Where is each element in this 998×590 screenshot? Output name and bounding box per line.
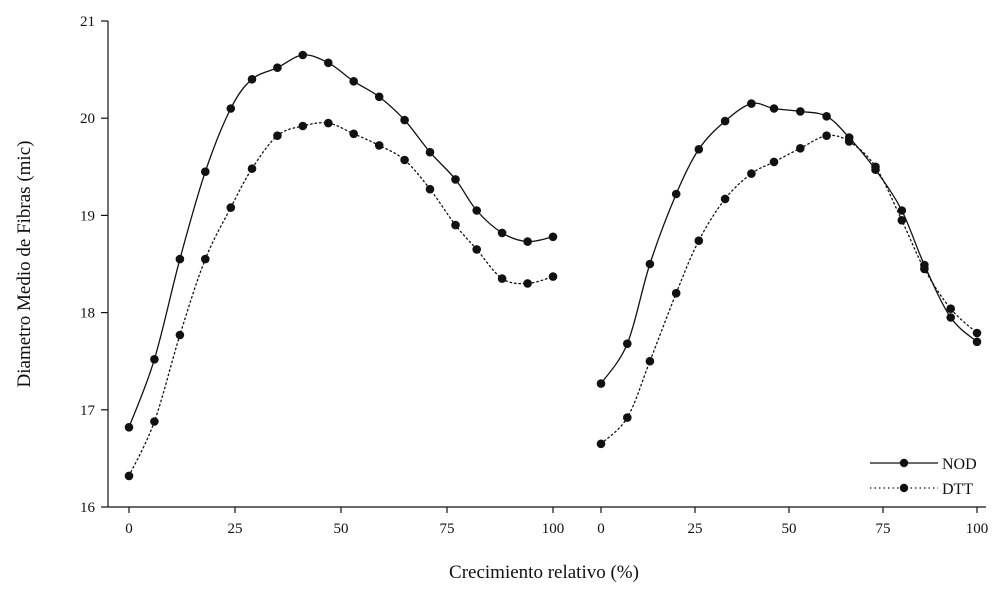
series-line-nod-panel-1 — [128, 54, 554, 428]
data-point-nod — [226, 104, 236, 113]
data-point-dtt — [451, 220, 460, 230]
data-point-nod — [694, 145, 704, 154]
data-point-nod — [946, 313, 955, 322]
x-tick-label: 50 — [334, 521, 349, 537]
data-point-dtt — [472, 245, 482, 254]
data-point-dtt — [897, 216, 907, 225]
y-tick-label: 16 — [80, 500, 96, 516]
data-point-dtt — [247, 164, 257, 173]
y-tick-label: 21 — [80, 14, 95, 30]
data-point-nod — [175, 254, 185, 264]
series-line-dtt-panel-1 — [128, 122, 554, 477]
legend-marker-dtt — [899, 483, 909, 493]
data-point-nod — [374, 92, 384, 102]
data-point-nod — [201, 167, 210, 176]
data-point-dtt — [796, 144, 805, 153]
series-line-nod-panel-2 — [600, 102, 978, 384]
data-point-dtt — [226, 203, 236, 212]
data-point-dtt — [400, 155, 409, 165]
x-tick-label: 25 — [688, 521, 703, 537]
data-point-dtt — [720, 194, 730, 204]
data-point-nod — [796, 107, 805, 116]
axes-layer: 16 17 18 19 20 21 0 25 50 75 100 0 25 50 75 100 — [80, 14, 988, 537]
data-point-dtt — [972, 328, 982, 338]
data-point-nod — [124, 423, 134, 432]
data-point-nod — [150, 355, 159, 364]
x-tick-label: 100 — [542, 521, 565, 537]
data-point-nod — [324, 58, 333, 68]
data-point-nod — [548, 232, 558, 242]
data-point-nod — [451, 175, 460, 184]
y-ticks: 16 17 18 19 20 21 — [80, 14, 108, 516]
data-point-dtt — [871, 162, 880, 172]
legend-marker-nod — [899, 458, 909, 468]
data-point-nod — [720, 116, 730, 126]
x-tick-label: 25 — [228, 521, 243, 537]
x-tick-label: 75 — [876, 521, 891, 537]
y-axis-title: Diametro Medio de Fibras (mic) — [14, 141, 35, 388]
data-point-nod — [645, 259, 655, 269]
data-point-nod — [671, 189, 681, 199]
data-point-dtt — [623, 413, 632, 422]
x-tick-label: 75 — [440, 521, 455, 537]
data-point-dtt — [747, 169, 756, 178]
data-point-dtt — [425, 184, 435, 194]
x-tick-label: 0 — [597, 521, 605, 537]
data-point-dtt — [645, 356, 655, 366]
data-point-dtt — [273, 131, 282, 140]
legend: NOD DTT — [870, 456, 977, 498]
data-point-nod — [972, 337, 982, 347]
data-point-dtt — [298, 121, 308, 131]
data-point-nod — [897, 206, 907, 215]
legend-label-nod: NOD — [942, 456, 977, 473]
y-tick-label: 18 — [80, 306, 95, 322]
data-point-dtt — [671, 288, 681, 298]
x-tick-label: 0 — [125, 521, 133, 537]
data-point-dtt — [920, 264, 929, 274]
data-point-dtt — [374, 141, 384, 150]
data-point-nod — [523, 237, 532, 246]
data-point-dtt — [548, 272, 558, 281]
legend-label-dtt: DTT — [942, 481, 973, 498]
y-tick-label: 19 — [80, 208, 95, 224]
data-point-dtt — [324, 118, 333, 128]
data-point-dtt — [497, 274, 507, 283]
data-point-nod — [247, 75, 257, 84]
x-tick-label: 50 — [782, 521, 797, 537]
data-point-dtt — [523, 279, 532, 288]
x-ticks: 0 25 50 75 100 0 25 50 75 100 — [125, 507, 988, 537]
data-point-nod — [298, 50, 308, 60]
data-point-nod — [472, 206, 482, 215]
data-point-dtt — [596, 439, 606, 449]
data-point-dtt — [946, 304, 955, 314]
data-point-dtt — [822, 131, 831, 140]
data-point-nod — [822, 112, 831, 121]
y-tick-label: 20 — [80, 111, 95, 127]
data-point-nod — [747, 99, 756, 108]
data-point-nod — [769, 104, 779, 113]
data-point-dtt — [769, 157, 779, 167]
data-point-nod — [349, 77, 359, 86]
data-point-dtt — [150, 417, 159, 426]
data-point-nod — [623, 339, 632, 349]
series-line-dtt-panel-2 — [600, 134, 978, 445]
series-layer — [124, 50, 982, 481]
data-point-nod — [596, 379, 606, 388]
data-point-nod — [497, 228, 507, 238]
x-axis-title: Crecimiento relativo (%) — [449, 562, 639, 583]
data-point-dtt — [844, 137, 854, 146]
y-tick-label: 17 — [80, 403, 96, 419]
data-point-dtt — [124, 471, 134, 481]
data-point-dtt — [349, 129, 359, 139]
data-point-nod — [425, 147, 435, 157]
data-point-dtt — [175, 330, 185, 340]
data-point-dtt — [201, 254, 210, 264]
data-point-nod — [400, 115, 409, 125]
data-point-dtt — [694, 236, 704, 245]
data-point-nod — [273, 63, 282, 72]
x-tick-label: 100 — [966, 521, 989, 537]
